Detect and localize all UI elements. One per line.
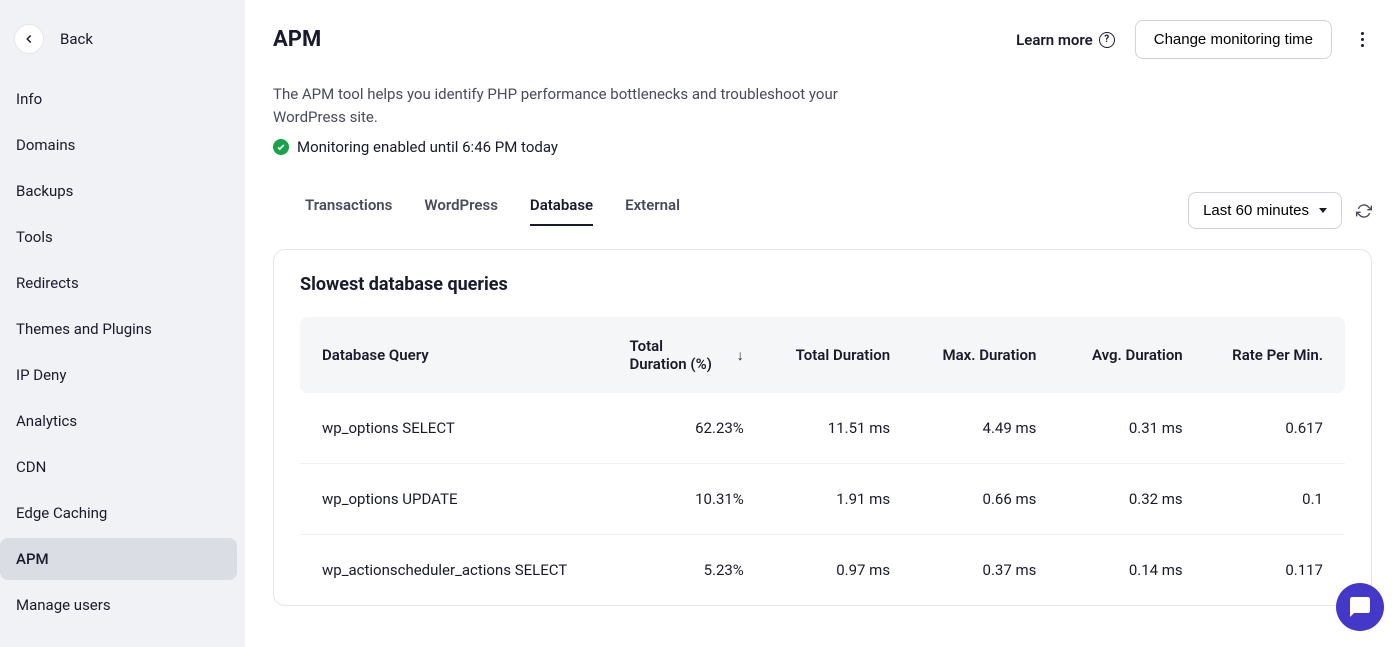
tab-external[interactable]: External — [625, 196, 680, 226]
sidebar-item-apm[interactable]: APM — [0, 538, 237, 580]
sidebar-item-backups[interactable]: Backups — [0, 170, 237, 212]
sidebar-item-domains[interactable]: Domains — [0, 124, 237, 166]
cell-avg: 0.32 ms — [1052, 464, 1198, 535]
back-label: Back — [60, 30, 93, 48]
cell-avg: 0.14 ms — [1052, 535, 1198, 606]
status-text: Monitoring enabled until 6:46 PM today — [297, 138, 558, 156]
main-content: APM Learn more ? Change monitoring time … — [245, 0, 1400, 647]
page-title: APM — [273, 27, 321, 52]
sidebar-item-themes-and-plugins[interactable]: Themes and Plugins — [0, 308, 237, 350]
sidebar: Back InfoDomainsBackupsToolsRedirectsThe… — [0, 0, 245, 647]
col-query[interactable]: Database Query — [300, 317, 614, 393]
table-header-row: Database Query Total Duration (%) ↓ Tota… — [300, 317, 1345, 393]
back-row: Back — [0, 12, 245, 78]
sidebar-item-manage-users[interactable]: Manage users — [0, 584, 237, 626]
cell-total: 1.91 ms — [760, 464, 906, 535]
col-total-pct[interactable]: Total Duration (%) ↓ — [614, 317, 760, 393]
cell-max: 4.49 ms — [906, 393, 1052, 464]
cell-total_pct: 10.31% — [614, 464, 760, 535]
arrow-left-icon — [22, 32, 36, 46]
col-total[interactable]: Total Duration — [760, 317, 906, 393]
cell-total_pct: 62.23% — [614, 393, 760, 464]
chevron-down-icon — [1319, 208, 1327, 213]
cell-rate: 0.117 — [1199, 535, 1345, 606]
queries-table: Database Query Total Duration (%) ↓ Tota… — [300, 317, 1345, 605]
sidebar-item-edge-caching[interactable]: Edge Caching — [0, 492, 237, 534]
learn-more-label: Learn more — [1016, 31, 1093, 49]
time-range-label: Last 60 minutes — [1203, 202, 1309, 219]
description-text: The APM tool helps you identify PHP perf… — [273, 83, 853, 128]
cell-max: 0.66 ms — [906, 464, 1052, 535]
tab-controls: Last 60 minutes — [1188, 192, 1372, 229]
sidebar-item-cdn[interactable]: CDN — [0, 446, 237, 488]
tab-wordpress[interactable]: WordPress — [424, 196, 498, 226]
table-body: wp_options SELECT62.23%11.51 ms4.49 ms0.… — [300, 393, 1345, 605]
cell-rate: 0.617 — [1199, 393, 1345, 464]
cell-max: 0.37 ms — [906, 535, 1052, 606]
more-menu-button[interactable] — [1352, 28, 1372, 51]
cell-total: 11.51 ms — [760, 393, 906, 464]
table-row[interactable]: wp_actionscheduler_actions SELECT5.23%0.… — [300, 535, 1345, 606]
time-range-dropdown[interactable]: Last 60 minutes — [1188, 192, 1342, 229]
cell-query: wp_actionscheduler_actions SELECT — [300, 535, 614, 606]
col-avg[interactable]: Avg. Duration — [1052, 317, 1198, 393]
chat-icon — [1348, 595, 1372, 619]
cell-query: wp_options SELECT — [300, 393, 614, 464]
queries-card: Slowest database queries Database Query … — [273, 249, 1372, 606]
cell-avg: 0.31 ms — [1052, 393, 1198, 464]
col-rate[interactable]: Rate Per Min. — [1199, 317, 1345, 393]
cell-total: 0.97 ms — [760, 535, 906, 606]
sidebar-item-redirects[interactable]: Redirects — [0, 262, 237, 304]
tab-transactions[interactable]: Transactions — [305, 196, 392, 226]
tabs-row: Transactions WordPress Database External La… — [273, 192, 1372, 229]
monitoring-status: Monitoring enabled until 6:46 PM today — [273, 138, 1372, 156]
help-icon: ? — [1099, 32, 1115, 48]
tab-database[interactable]: Database — [530, 196, 593, 226]
tabs: Transactions WordPress Database External — [305, 196, 680, 226]
sidebar-item-info[interactable]: Info — [0, 78, 237, 120]
card-title: Slowest database queries — [300, 274, 1345, 295]
check-icon — [273, 139, 289, 155]
chat-button[interactable] — [1336, 583, 1384, 631]
learn-more-link[interactable]: Learn more ? — [1016, 31, 1115, 49]
refresh-icon[interactable] — [1356, 203, 1372, 219]
sidebar-item-tools[interactable]: Tools — [0, 216, 237, 258]
table-row[interactable]: wp_options UPDATE10.31%1.91 ms0.66 ms0.3… — [300, 464, 1345, 535]
sidebar-item-analytics[interactable]: Analytics — [0, 400, 237, 442]
cell-total_pct: 5.23% — [614, 535, 760, 606]
header: APM Learn more ? Change monitoring time — [273, 20, 1372, 59]
nav-list: InfoDomainsBackupsToolsRedirectsThemes a… — [0, 78, 245, 626]
cell-rate: 0.1 — [1199, 464, 1345, 535]
back-button[interactable] — [14, 24, 44, 54]
col-max[interactable]: Max. Duration — [906, 317, 1052, 393]
sort-arrow-icon: ↓ — [737, 347, 744, 364]
table-row[interactable]: wp_options SELECT62.23%11.51 ms4.49 ms0.… — [300, 393, 1345, 464]
change-monitoring-time-button[interactable]: Change monitoring time — [1135, 20, 1332, 59]
header-actions: Learn more ? Change monitoring time — [1016, 20, 1372, 59]
sidebar-item-ip-deny[interactable]: IP Deny — [0, 354, 237, 396]
cell-query: wp_options UPDATE — [300, 464, 614, 535]
